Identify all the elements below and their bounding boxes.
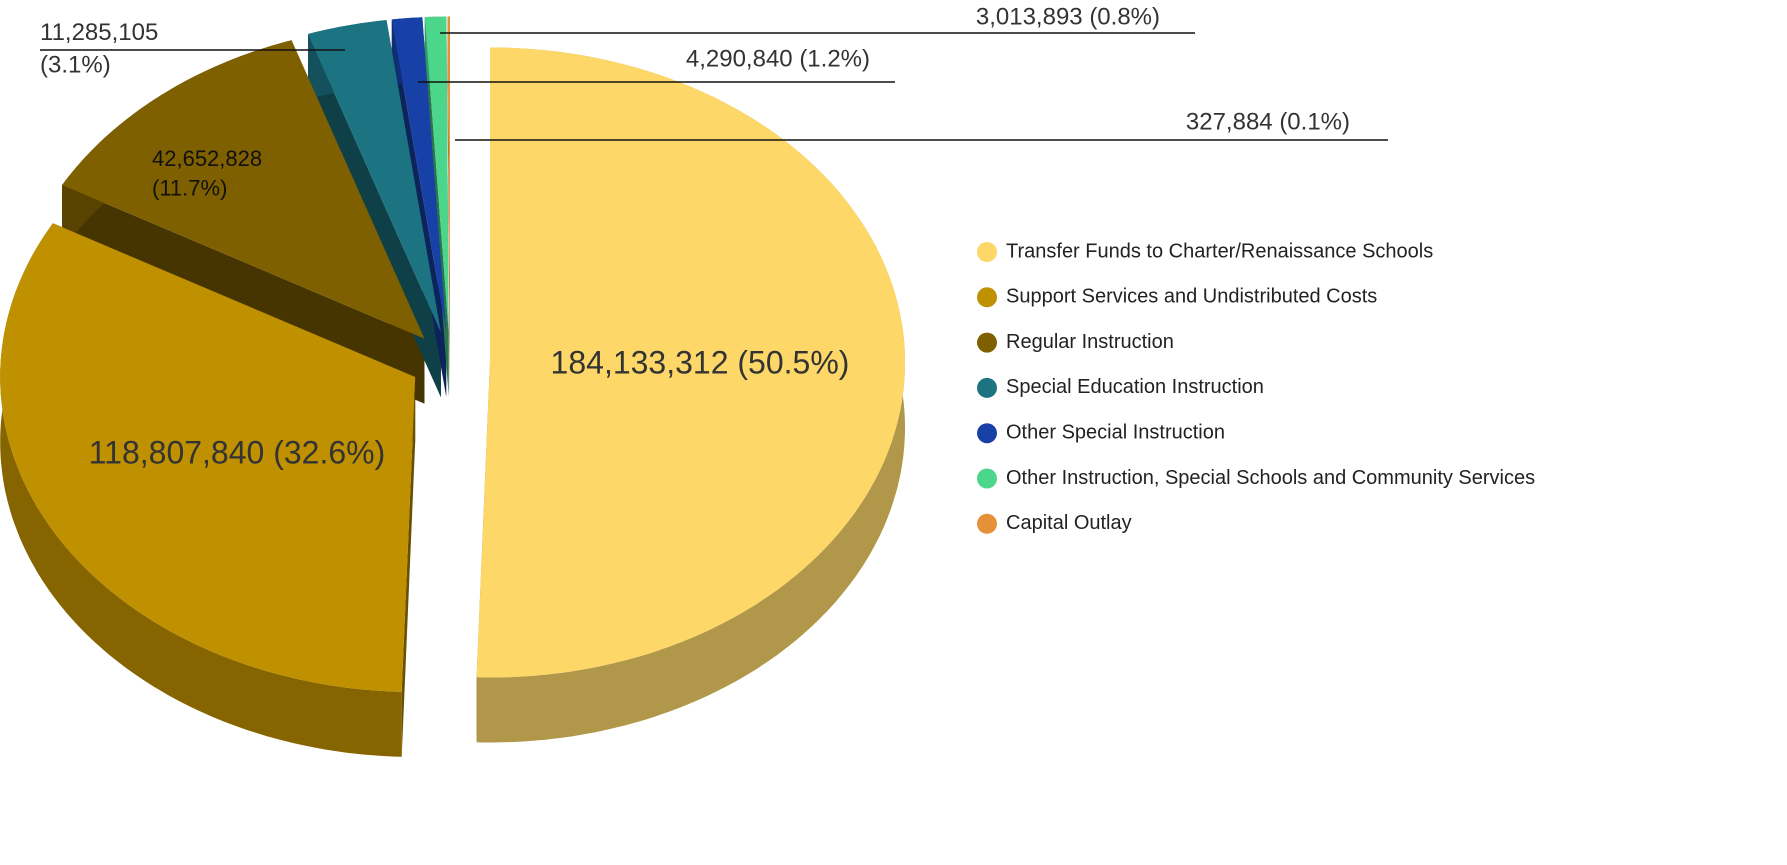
data-label: 3,013,893 (0.8%) [976,3,1160,30]
legend-swatch [977,513,997,534]
data-label: 4,290,840 (1.2%) [686,45,870,72]
pie-slice [391,17,447,332]
legend-label: Transfer Funds to Charter/Renaissance Sc… [1006,240,1433,262]
pie-slice [424,16,449,332]
legend-label: Capital Outlay [1006,512,1132,534]
pie-slice [476,47,905,678]
pie-slice [62,40,425,339]
legend-swatch [977,423,997,444]
data-label: 184,133,312 (50.5%) [551,344,850,380]
legend-swatch [977,468,997,489]
slice-face [401,377,416,757]
legend-label: Other Special Instruction [1006,421,1225,443]
legend-label: Regular Instruction [1006,331,1174,353]
legend-swatch [977,377,997,398]
legend-swatch [977,287,997,308]
data-labels: 184,133,312 (50.5%) 118,807,840 (32.6%) 42… [40,3,1388,470]
pie-tops [0,16,905,692]
pie-slice [308,20,441,333]
legend-swatch [977,242,997,262]
slice-side [0,223,402,757]
pie-slice [0,223,416,692]
legend-label: Other Instruction, Special Schools and C… [1006,467,1535,489]
data-label: 327,884 (0.1%) [1186,108,1350,135]
legend: Transfer Funds to Charter/Renaissance Sc… [977,240,1535,534]
pie-slice [447,16,450,332]
slice-face [447,16,450,397]
legend-label: Support Services and Undistributed Costs [1006,286,1377,308]
data-label: 42,652,828 (11.7%) [152,146,268,201]
legend-label: Special Education Instruction [1006,376,1264,398]
legend-swatch [977,332,997,353]
data-label: 118,807,840 (32.6%) [89,434,386,470]
data-label: 11,285,105 (3.1%) [40,19,165,78]
